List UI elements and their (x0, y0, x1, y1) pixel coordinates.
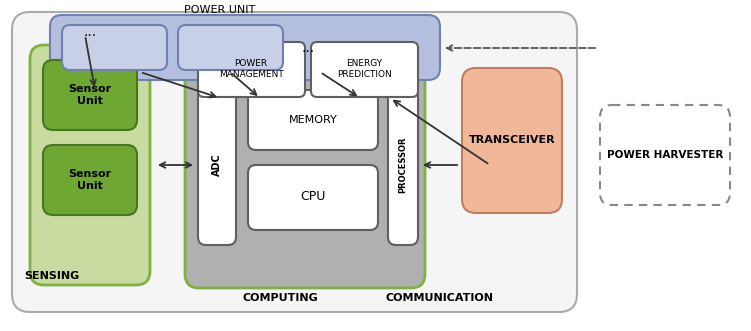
Text: ...: ... (301, 41, 315, 55)
Text: MEMORY: MEMORY (288, 115, 337, 125)
FancyBboxPatch shape (43, 60, 137, 130)
FancyBboxPatch shape (198, 42, 305, 97)
Text: Sensor
Unit: Sensor Unit (68, 169, 112, 191)
FancyBboxPatch shape (30, 45, 150, 285)
Text: TRANSCEIVER: TRANSCEIVER (469, 135, 555, 145)
Text: SENSING: SENSING (24, 271, 80, 281)
FancyBboxPatch shape (178, 25, 283, 70)
FancyBboxPatch shape (198, 85, 236, 245)
FancyBboxPatch shape (185, 28, 425, 288)
FancyBboxPatch shape (462, 68, 562, 213)
Text: ENERGY
PREDICTION: ENERGY PREDICTION (336, 59, 391, 79)
Text: PROCESSOR: PROCESSOR (399, 137, 408, 193)
FancyBboxPatch shape (12, 12, 577, 312)
Text: CPU: CPU (300, 191, 326, 204)
FancyBboxPatch shape (311, 42, 418, 97)
Text: POWER UNIT: POWER UNIT (185, 5, 255, 15)
Text: ADC: ADC (212, 154, 222, 176)
FancyBboxPatch shape (248, 90, 378, 150)
FancyBboxPatch shape (50, 15, 440, 80)
FancyBboxPatch shape (388, 85, 418, 245)
FancyBboxPatch shape (62, 25, 167, 70)
Text: COMPUTING: COMPUTING (242, 293, 318, 303)
Text: Sensor
Unit: Sensor Unit (68, 84, 112, 106)
Text: ...: ... (83, 25, 97, 39)
Text: POWER
MANAGEMENT: POWER MANAGEMENT (219, 59, 283, 79)
Text: POWER HARVESTER: POWER HARVESTER (607, 150, 723, 160)
FancyBboxPatch shape (248, 165, 378, 230)
Text: COMMUNICATION: COMMUNICATION (386, 293, 494, 303)
FancyBboxPatch shape (43, 145, 137, 215)
FancyBboxPatch shape (600, 105, 730, 205)
